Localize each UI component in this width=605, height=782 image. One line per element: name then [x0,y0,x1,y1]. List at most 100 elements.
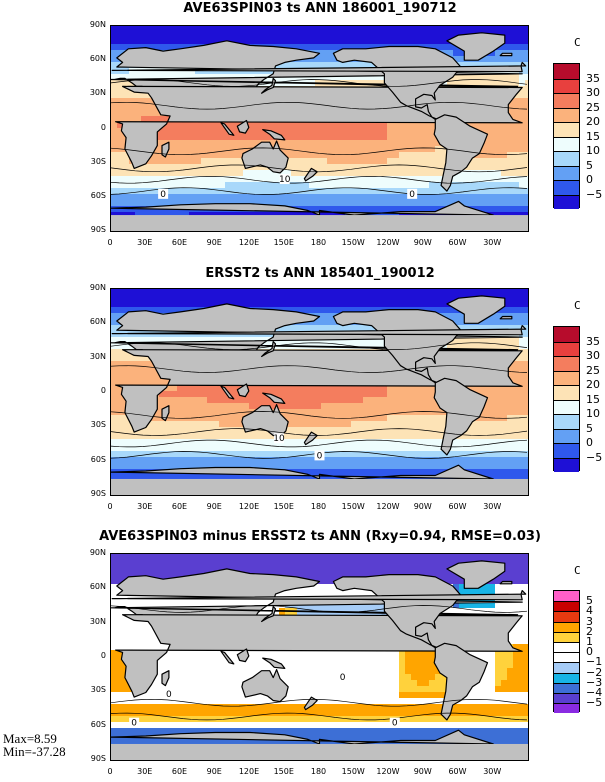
x-tick-label: 150W [341,767,365,776]
y-tick-label: 30S [90,420,106,430]
colorbar-label: 35 [586,334,600,348]
land-mass [111,589,527,601]
colorbar-swatch [554,672,579,683]
land-mass [262,128,286,141]
x-tick-label: 180 [310,502,327,511]
land-mass [332,309,462,384]
contour-line [111,101,528,110]
contour-line [111,605,528,613]
x-tick-label: 150E [273,502,294,511]
colorbar-label: −5 [586,696,603,710]
x-tick-label: 30W [483,767,502,776]
y-tick-label: 30N [89,616,106,626]
x-tick-label: 150W [341,238,365,247]
colorbar-label: 30 [586,349,600,362]
y-tick-label: 90S [90,489,106,498]
min-value: Min=-37.28 [3,744,66,759]
colorbar-label: 20 [586,378,600,391]
chart-title: AVE63SPIN03 ts ANN 186001_190712 [183,1,457,16]
x-tick-label: 180 [310,238,327,247]
land-mass [161,670,170,687]
land-mass [161,405,170,422]
x-tick-label: 60E [171,238,188,247]
colorbar-swatch [554,652,579,663]
colorbar-label: 30 [586,86,600,99]
land-mass [446,560,506,589]
x-tick-label: 120W [376,767,400,776]
colorbar-swatch [554,611,579,622]
y-tick-label: 30S [90,685,106,695]
land-mass [262,657,286,670]
contour-label: 0 [160,190,166,200]
x-tick-label: 150W [341,502,365,511]
land-mass [114,349,523,433]
x-tick-label: 180 [310,767,327,776]
colorbar-label: 15 [586,129,600,143]
x-tick-label: 0 [107,502,113,511]
contour-label: 0 [409,190,415,200]
x-tick-label: 120W [376,502,400,511]
y-tick-label: 60S [90,454,106,464]
contour-label: 0 [166,690,172,700]
contour-label: 10 [273,434,285,444]
colorbar-swatch [554,370,579,385]
x-tick-label: 60E [171,767,188,776]
colorbar-swatch [554,621,579,632]
y-tick-label: 60S [90,719,106,729]
colorbar-label: −5 [586,187,603,201]
colorbar-label: −2 [586,665,603,679]
colorbar-swatch [554,642,579,653]
land-mass [111,729,494,760]
contour-line [111,439,528,448]
land-mass [262,392,286,405]
colorbar [553,326,580,472]
colorbar-label: 3 [586,614,593,628]
max-value: Max=8.59 [3,731,57,746]
land-mass [303,696,318,711]
x-tick-label: 30E [137,767,153,776]
x-tick-label: 0 [107,238,113,247]
x-tick-label: 30E [137,238,153,247]
colorbar-swatch [554,194,579,209]
x-tick-label: 90E [206,502,222,511]
colorbar-swatch [554,122,579,137]
contour-line [111,175,528,184]
y-tick-label: 0 [100,386,106,395]
colorbar-label: 5 [586,594,593,608]
y-tick-label: 0 [100,651,106,660]
land-mass [499,315,513,320]
colorbar-swatch [554,151,579,166]
y-tick-label: 30N [89,88,106,98]
map-plot: 0 0 0 0 [110,553,529,761]
colorbar-swatch [554,457,579,472]
x-tick-label: 0 [107,767,113,776]
x-tick-label: 90W [413,502,432,511]
land-mass [114,614,523,698]
y-tick-label: 60N [89,317,106,327]
map-plot: 10 0 [110,288,529,496]
antarctica [111,215,528,231]
land-mass [111,61,527,73]
y-tick-label: 90N [89,20,106,29]
land-mass [220,650,235,665]
x-tick-label: 30E [137,502,153,511]
contour-label: 10 [279,175,291,185]
x-tick-label: 60W [448,238,467,247]
contour-line [111,79,528,87]
colorbar-swatch [554,107,579,122]
colorbar-swatch [554,414,579,429]
colorbar-swatch [554,591,579,602]
antarctica [111,478,528,495]
x-tick-label: 90W [413,238,432,247]
colorbar-swatch [554,165,579,180]
contour-line [111,187,528,195]
land-mass [241,140,289,174]
map-plot: 0 10 0 [110,25,529,232]
land-mass [332,574,462,649]
land-mass [433,377,489,456]
land-mass [261,77,277,94]
land-mass [236,383,250,398]
colorbar-label: 2 [586,624,593,638]
